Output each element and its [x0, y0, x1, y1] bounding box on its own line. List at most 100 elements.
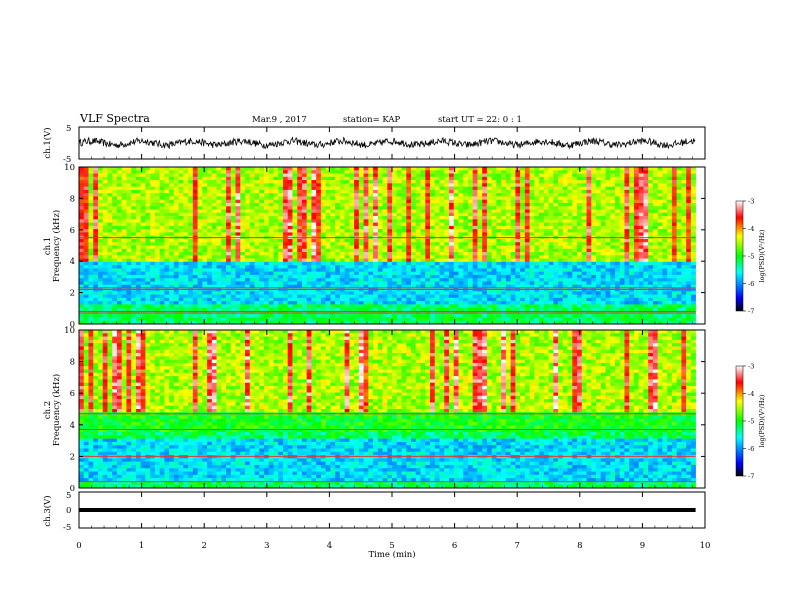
spectrogram-cell — [396, 225, 402, 230]
spectrogram-cell — [211, 242, 217, 246]
spectrogram-cell — [154, 193, 160, 197]
spectrogram-cell — [145, 229, 151, 233]
spectrogram-cell — [230, 225, 236, 230]
spectrogram-cell — [188, 216, 194, 220]
spectrogram-cell — [614, 219, 621, 223]
spectrogram-cell — [586, 183, 592, 187]
spectrogram-cell — [681, 229, 687, 233]
spectrogram-cell — [278, 274, 284, 279]
spectrogram-cell — [135, 176, 141, 181]
spectrogram-cell — [529, 222, 535, 227]
spectrogram-cell — [183, 268, 189, 272]
spectrogram-cell — [178, 193, 184, 197]
spectrogram-cell — [102, 209, 108, 214]
spectrogram-cell — [273, 265, 279, 269]
spectrogram-cell — [344, 170, 350, 174]
spectrogram-cell — [534, 245, 540, 250]
spectrogram-cell — [539, 271, 545, 276]
spectrogram-cell — [491, 202, 497, 207]
spectrogram-cell — [539, 212, 545, 217]
spectrogram-cell — [344, 274, 350, 279]
spectrogram-cell — [553, 170, 559, 174]
spectrogram-cell — [382, 268, 388, 272]
spectrogram-cell — [463, 186, 469, 191]
spectrogram-cell — [116, 180, 122, 184]
spectrogram-cell — [377, 274, 383, 279]
spectrogram-cell — [572, 216, 578, 220]
spectrogram-cell — [79, 242, 85, 246]
spectrogram-cell — [486, 193, 492, 197]
spectrogram-cell — [249, 274, 255, 279]
spectrogram-cell — [477, 176, 483, 181]
spectrogram-cell — [567, 206, 573, 210]
spectrogram-cell — [411, 206, 417, 210]
spectrogram-cell — [610, 232, 616, 236]
spectrogram-cell — [301, 232, 307, 236]
spectrogram-cell — [681, 284, 687, 289]
spectrogram-cell — [629, 281, 635, 286]
spectrogram-cell — [392, 238, 398, 243]
spectrogram-cell — [676, 219, 682, 223]
spectrogram-cell — [491, 265, 497, 269]
spectrogram-cell — [282, 225, 288, 230]
spectrogram-cell — [482, 248, 488, 253]
spectrogram-cell — [411, 274, 417, 279]
spectrogram-cell — [401, 245, 407, 250]
spectrogram-cell — [207, 176, 213, 181]
spectrogram-cell — [173, 268, 179, 272]
spectrogram-cell — [472, 212, 478, 217]
spectrogram-cell — [515, 278, 521, 282]
spectrogram-cell — [577, 229, 583, 233]
spectrogram-cell — [406, 199, 412, 204]
spectrogram-cell — [330, 225, 336, 230]
spectrogram-cell — [411, 170, 417, 174]
spectrogram-cell — [558, 238, 564, 243]
spectrogram-cell — [600, 281, 606, 286]
spectrogram-cell — [415, 281, 421, 286]
spectrogram-cell — [629, 284, 635, 289]
spectrogram-cell — [406, 248, 412, 253]
spectrogram-cell — [690, 229, 696, 233]
spectrogram-cell — [140, 271, 146, 276]
spectrogram-cell — [486, 248, 492, 253]
spectrogram-cell — [112, 186, 118, 191]
spectrogram-cell — [197, 183, 203, 187]
spectrogram-cell — [534, 196, 540, 201]
spectrogram-cell — [121, 199, 127, 204]
spectrogram-cell — [420, 268, 426, 272]
spectrogram-cell — [282, 248, 288, 253]
spectrogram-cell — [396, 170, 402, 174]
spectrogram-cell — [358, 268, 364, 272]
spectrogram-cell — [411, 252, 417, 256]
spectrogram-cell — [107, 255, 113, 259]
spectrogram-cell — [420, 255, 426, 259]
spectrogram-cell — [335, 274, 341, 279]
spectrogram-cell — [662, 229, 668, 233]
spectrogram-cell — [510, 202, 516, 207]
spectrogram-cell — [453, 173, 459, 178]
spectrogram-cell — [188, 196, 194, 201]
spectrogram-cell — [83, 212, 89, 217]
spectrogram-cell — [83, 189, 89, 194]
spectrogram-cell — [292, 222, 298, 227]
spectrogram-cell — [207, 212, 213, 217]
spectrogram-cell — [558, 193, 564, 197]
spectrogram-cell — [458, 212, 464, 217]
spectrogram-cell — [420, 245, 426, 250]
spectrogram-cell — [278, 258, 284, 263]
spectrogram-cell — [463, 206, 469, 210]
spectrogram-cell — [131, 232, 137, 236]
spectrogram-cell — [472, 278, 478, 282]
spectrogram-cell — [107, 268, 113, 272]
spectrogram-cell — [245, 167, 251, 171]
spectrogram-cell — [325, 274, 331, 279]
spectrogram-cell — [154, 274, 160, 279]
spectrogram-cell — [648, 265, 654, 269]
spectrogram-cell — [273, 173, 279, 178]
spectrogram-cell — [406, 252, 412, 256]
spectrogram-cell — [539, 229, 545, 233]
spectrogram-cell — [207, 265, 213, 269]
spectrogram-cell — [652, 193, 658, 197]
spectrogram-cell — [633, 196, 639, 201]
spectrogram-cell — [496, 245, 502, 250]
